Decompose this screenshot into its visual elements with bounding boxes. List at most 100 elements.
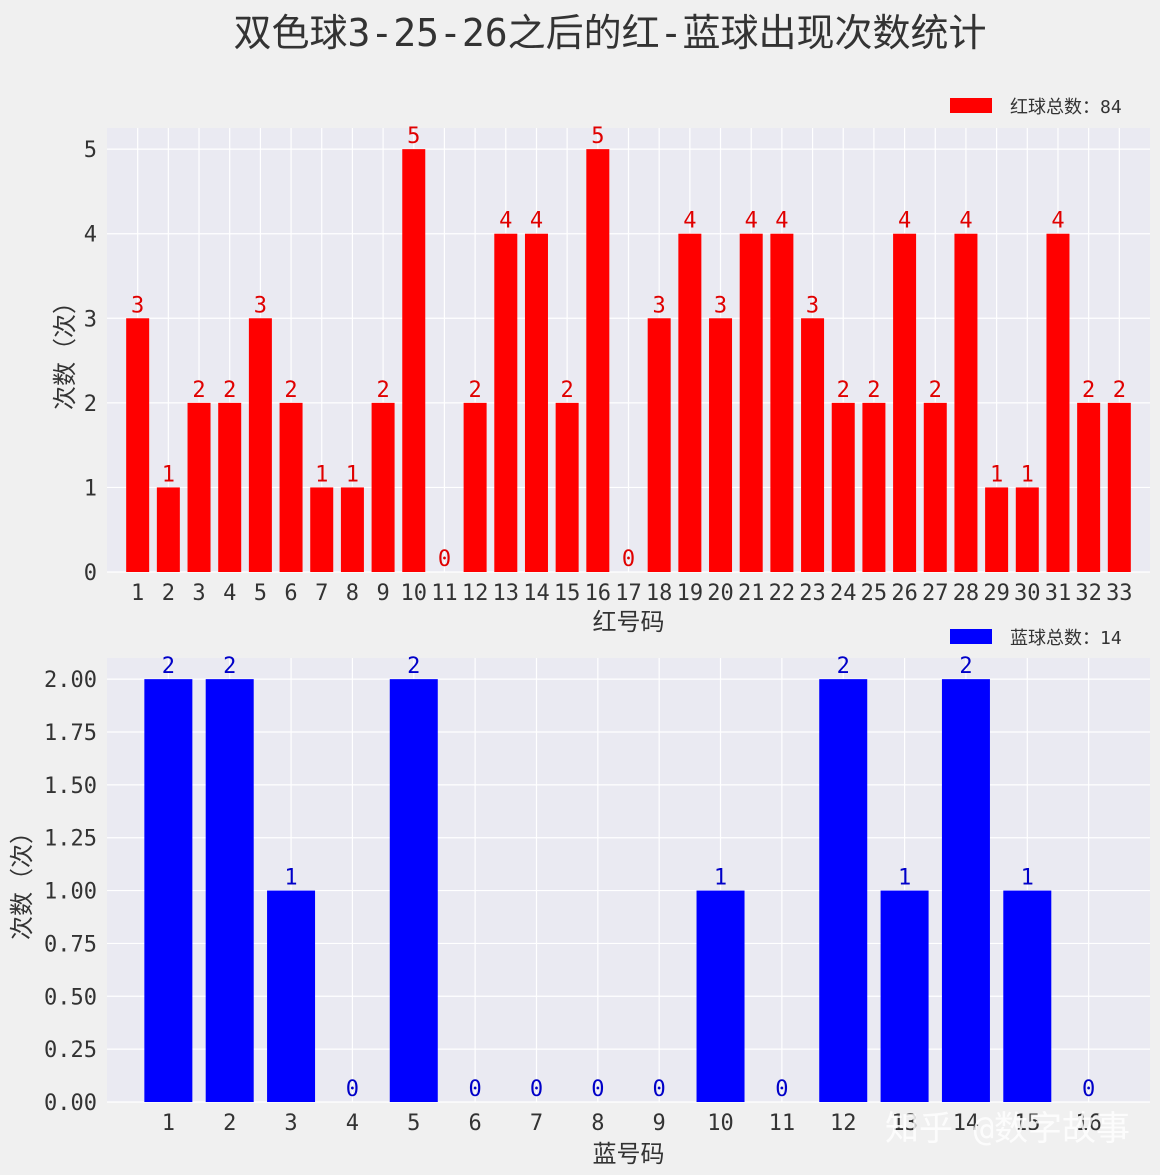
red-bar-value-label: 3 [714, 293, 727, 318]
blue-y-tick-label: 1.50 [44, 774, 97, 799]
blue-legend-label: 蓝球总数：14 [1010, 628, 1122, 649]
blue-bar-value-label: 0 [591, 1077, 604, 1102]
blue-bar-value-label: 0 [775, 1077, 788, 1102]
red-bar [801, 318, 825, 572]
blue-bar-value-label: 1 [714, 866, 727, 891]
red-x-tick-label: 27 [922, 581, 949, 606]
blue-bar-value-label: 0 [1082, 1077, 1095, 1102]
red-bar-value-label: 4 [530, 209, 543, 234]
red-bar [187, 402, 211, 572]
red-x-tick-label: 22 [769, 581, 796, 606]
red-bar [862, 402, 886, 572]
blue-x-tick-label: 16 [1075, 1111, 1102, 1136]
red-bar-value-label: 2 [561, 378, 574, 403]
red-legend-label: 红球总数：84 [1010, 97, 1122, 118]
red-bar-value-label: 4 [745, 209, 758, 234]
red-bar [494, 233, 518, 572]
blue-bar [819, 679, 868, 1102]
blue-bar-value-label: 2 [959, 654, 972, 679]
red-bar [248, 318, 272, 572]
blue-x-tick-label: 13 [891, 1111, 918, 1136]
red-x-axis-label: 红号码 [593, 608, 665, 636]
red-x-tick-label: 29 [983, 581, 1010, 606]
red-bar [371, 402, 395, 572]
red-y-tick-label: 3 [84, 307, 97, 332]
blue-y-axis-label: 次数（次） [8, 820, 36, 940]
red-bar [1046, 233, 1070, 572]
red-bar [831, 402, 855, 572]
red-bar-value-label: 0 [438, 547, 451, 572]
blue-bar [1003, 890, 1052, 1102]
red-x-tick-label: 18 [646, 581, 673, 606]
red-x-tick-label: 8 [346, 581, 359, 606]
blue-bar [267, 890, 316, 1102]
red-bar-value-label: 2 [376, 378, 389, 403]
red-bar-value-label: 2 [192, 378, 205, 403]
red-bar-value-label: 2 [1082, 378, 1095, 403]
red-bar-value-label: 3 [653, 293, 666, 318]
red-bar [709, 318, 733, 572]
red-bar [923, 402, 947, 572]
red-bar-value-label: 4 [775, 209, 788, 234]
red-x-tick-label: 9 [376, 581, 389, 606]
red-bar [279, 402, 303, 572]
red-y-tick-label: 4 [84, 223, 97, 248]
blue-bar-value-label: 0 [346, 1077, 359, 1102]
red-bar [1107, 402, 1131, 572]
blue-ball-chart: 0.000.250.500.751.001.251.501.752.002122… [8, 628, 1150, 1168]
red-bar-value-label: 3 [131, 293, 144, 318]
red-bar-value-label: 4 [683, 209, 696, 234]
blue-x-tick-label: 4 [346, 1111, 359, 1136]
red-bar-value-label: 3 [806, 293, 819, 318]
blue-bar-value-label: 1 [1021, 866, 1034, 891]
blue-bar [389, 679, 438, 1102]
red-bar-value-label: 4 [1051, 209, 1064, 234]
blue-x-tick-label: 14 [953, 1111, 980, 1136]
red-bar [739, 233, 763, 572]
blue-legend-swatch [950, 629, 992, 644]
red-x-tick-label: 33 [1106, 581, 1133, 606]
blue-x-tick-label: 5 [407, 1111, 420, 1136]
red-bar [893, 233, 917, 572]
red-bar-value-label: 1 [162, 462, 175, 487]
red-bar [218, 402, 242, 572]
red-y-tick-label: 2 [84, 392, 97, 417]
blue-bar [880, 890, 929, 1102]
red-y-tick-label: 5 [84, 138, 97, 163]
red-bar [340, 487, 364, 572]
blue-y-tick-label: 2.00 [44, 668, 97, 693]
red-bar [310, 487, 334, 572]
blue-bar-value-label: 0 [653, 1077, 666, 1102]
red-bar-value-label: 4 [499, 209, 512, 234]
red-x-tick-label: 11 [431, 581, 458, 606]
red-x-tick-label: 26 [891, 581, 918, 606]
blue-x-tick-label: 2 [223, 1111, 236, 1136]
blue-y-tick-label: 1.25 [44, 827, 97, 852]
blue-x-tick-label: 8 [591, 1111, 604, 1136]
red-bar [126, 318, 150, 572]
blue-x-tick-label: 12 [830, 1111, 857, 1136]
red-bar [954, 233, 978, 572]
red-bar [463, 402, 487, 572]
red-bar-value-label: 5 [591, 124, 604, 149]
red-bar [1077, 402, 1101, 572]
red-x-tick-label: 24 [830, 581, 857, 606]
red-bar-value-label: 2 [1113, 378, 1126, 403]
red-x-tick-label: 31 [1045, 581, 1072, 606]
red-x-tick-label: 16 [585, 581, 612, 606]
red-x-tick-label: 19 [677, 581, 704, 606]
blue-bar-value-label: 0 [530, 1077, 543, 1102]
red-bar-value-label: 2 [468, 378, 481, 403]
red-x-tick-label: 10 [401, 581, 428, 606]
blue-bar-value-label: 2 [407, 654, 420, 679]
blue-y-tick-label: 1.75 [44, 721, 97, 746]
red-bar [678, 233, 702, 572]
red-bar [586, 149, 610, 572]
red-x-tick-label: 3 [192, 581, 205, 606]
red-bar [402, 149, 426, 572]
blue-y-tick-label: 0.50 [44, 985, 97, 1010]
blue-plot-area [107, 658, 1150, 1102]
red-x-tick-label: 4 [223, 581, 236, 606]
blue-x-tick-label: 3 [284, 1111, 297, 1136]
